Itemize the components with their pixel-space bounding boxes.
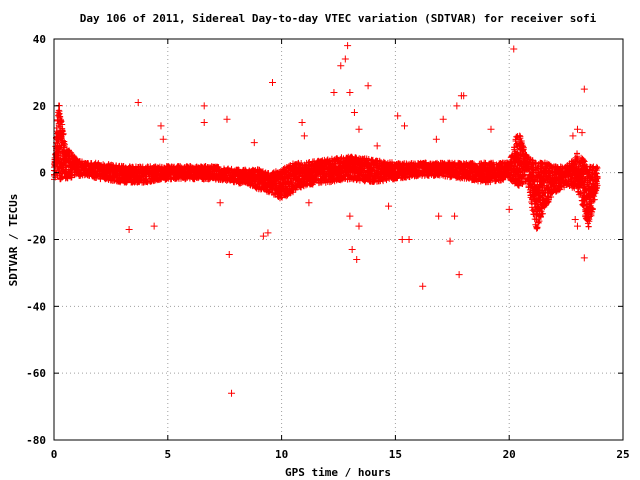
data-point xyxy=(71,172,78,179)
data-point xyxy=(61,141,68,148)
data-point xyxy=(58,118,65,125)
data-point xyxy=(56,110,63,117)
grid-lines xyxy=(54,39,623,440)
data-points xyxy=(51,42,601,397)
data-point xyxy=(272,179,279,186)
data-point xyxy=(59,121,66,128)
data-point xyxy=(59,174,66,181)
data-point xyxy=(365,155,372,162)
data-point xyxy=(60,143,67,150)
chart-title: Day 106 of 2011, Sidereal Day-to-day VTE… xyxy=(80,12,597,25)
data-point xyxy=(71,154,78,161)
data-point xyxy=(106,173,113,180)
data-point xyxy=(298,160,305,167)
data-point xyxy=(60,130,67,137)
data-point xyxy=(574,150,581,157)
data-point xyxy=(61,138,68,145)
data-point xyxy=(266,189,273,196)
data-point xyxy=(100,161,107,168)
data-point xyxy=(67,167,74,174)
data-point xyxy=(57,113,64,120)
data-point xyxy=(282,168,289,175)
data-point xyxy=(512,159,519,166)
